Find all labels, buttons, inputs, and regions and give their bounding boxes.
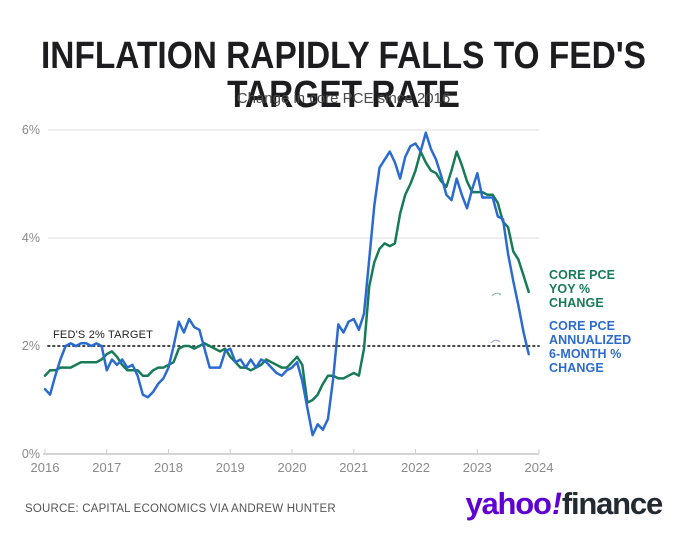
y-axis-label: 2% [22, 339, 40, 353]
legend-core-pce-6month: CORE PCE ANNUALIZED 6-MONTH % CHANGE [549, 319, 632, 375]
yahoo-finance-logo: yahoo!finance [465, 486, 663, 522]
x-axis-label: 2018 [154, 460, 183, 475]
x-axis-label: 2021 [339, 460, 368, 475]
legend-pointer-green [491, 292, 502, 297]
legend-core-pce-yoy: CORE PCE YOY % CHANGE [549, 268, 616, 310]
core-pce-annualized-6month-line [43, 131, 530, 437]
x-axis-label: 2019 [216, 460, 245, 475]
y-axis-label: 0% [22, 447, 40, 461]
y-axis-label: 4% [22, 231, 40, 245]
legend-pointer-blue [490, 339, 501, 344]
chart-subtitle: Change in core PCE since 2016 [236, 90, 451, 107]
page-title: INFLATION RAPIDLY FALLS TO FED'S TARGET … [41, 35, 646, 117]
x-axis-label: 2016 [31, 460, 60, 475]
logo-finance-text: finance [561, 486, 663, 521]
x-axis-label: 2022 [401, 460, 430, 475]
core-pce-yoy-line [43, 150, 530, 404]
fed-target-annotation: FED'S 2% TARGET [53, 329, 154, 341]
x-axis-label: 2023 [463, 460, 492, 475]
x-axis-label: 2017 [92, 460, 121, 475]
y-axis-label: 6% [22, 123, 40, 137]
logo-yahoo-text: yahoo [465, 486, 552, 521]
source-credit: SOURCE: CAPITAL ECONOMICS VIA ANDREW HUN… [25, 503, 336, 515]
line-chart: 0% 2% 4% 6% 2016 2017 2018 2019 2020 2021 2022 2023… [22, 123, 554, 475]
x-axis-label: 2020 [278, 460, 307, 475]
x-axis-label: 2024 [525, 460, 554, 475]
